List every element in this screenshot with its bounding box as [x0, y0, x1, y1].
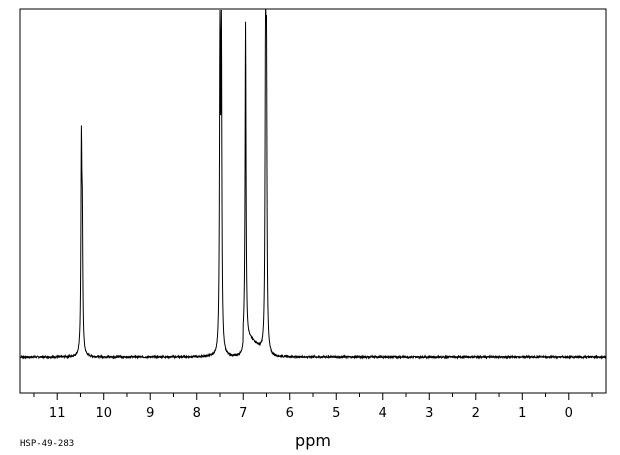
spectrum-line: [19, 9, 607, 360]
tick-label: 3: [425, 406, 433, 421]
tick-label: 7: [239, 406, 247, 421]
x-axis-ticks: [33, 393, 593, 400]
plot-frame: [19, 8, 607, 394]
tick-label: 5: [332, 406, 340, 421]
tick-label: 9: [146, 406, 154, 421]
sample-code: HSP-49-283: [20, 439, 74, 449]
tick-label: 11: [49, 406, 66, 421]
x-axis-label: ppm: [295, 431, 331, 450]
tick-label: 6: [286, 406, 294, 421]
tick-label: 0: [565, 406, 573, 421]
tick-label: 4: [379, 406, 387, 421]
tick-label: 10: [95, 406, 112, 421]
tick-label: 2: [472, 406, 480, 421]
tick-label: 1: [518, 406, 526, 421]
tick-label: 8: [193, 406, 201, 421]
x-axis-tick-labels: 11 10 9 8 7 6 5 4 3 2 1 0: [49, 406, 573, 421]
